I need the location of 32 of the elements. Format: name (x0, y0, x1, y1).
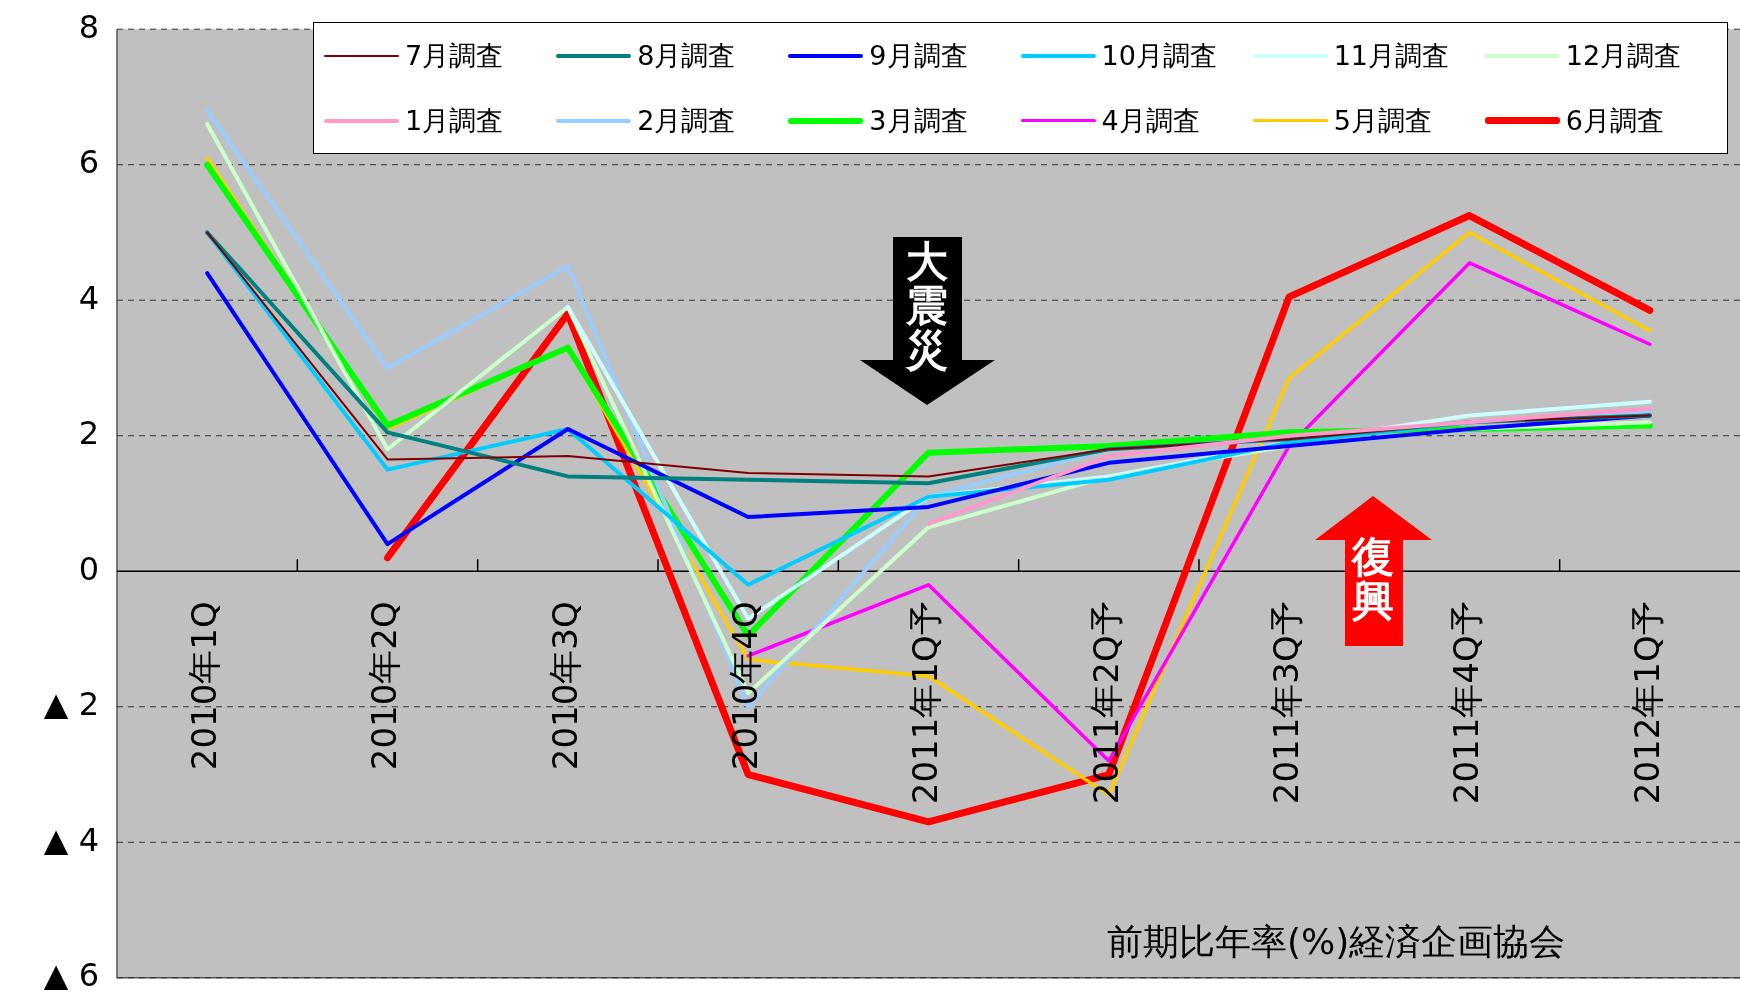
y-tick-label: ▲ 4 (43, 820, 99, 859)
x-tick-label: 2011年2Q予 (1085, 601, 1126, 805)
x-tick-label: 2011年3Q予 (1265, 601, 1306, 805)
x-tick-label: 2011年1Q予 (905, 601, 946, 805)
annotation: 復興 (1352, 532, 1394, 626)
legend-label: 4月調査 (1101, 103, 1200, 138)
legend-label: 8月調査 (637, 38, 736, 73)
y-tick-label: 4 (78, 278, 99, 317)
x-tick-label: 2012年1Q予 (1626, 601, 1667, 805)
legend-label: 1月調査 (405, 103, 504, 138)
legend-label: 11月調査 (1333, 38, 1450, 73)
legend-label: 3月調査 (869, 103, 968, 138)
legend-label: 12月調査 (1565, 38, 1682, 73)
annotation: 前期比年率(%)経済企画協会 (1107, 920, 1566, 964)
y-tick-label: ▲ 6 (43, 956, 99, 995)
x-tick-label: 2010年4Q (724, 601, 765, 771)
legend-label: 7月調査 (405, 38, 504, 73)
legend-label: 10月調査 (1101, 38, 1217, 73)
x-tick-label: 2011年4Q予 (1446, 601, 1487, 805)
y-tick-label: 6 (78, 143, 99, 182)
x-tick-label: 2010年2Q (364, 601, 405, 771)
x-tick-label: 2010年3Q (544, 601, 585, 771)
y-tick-label: ▲ 2 (43, 685, 99, 724)
y-tick-label: 0 (78, 549, 99, 588)
annotation: 大震災 (906, 237, 948, 375)
y-tick-label: 2 (78, 414, 99, 453)
legend-label: 2月調査 (637, 103, 736, 138)
legend-label: 9月調査 (869, 38, 968, 73)
legend-label: 5月調査 (1333, 103, 1432, 138)
x-tick-label: 2010年1Q (183, 601, 224, 771)
y-tick-label: 8 (78, 7, 99, 46)
legend-label: 6月調査 (1565, 103, 1665, 138)
